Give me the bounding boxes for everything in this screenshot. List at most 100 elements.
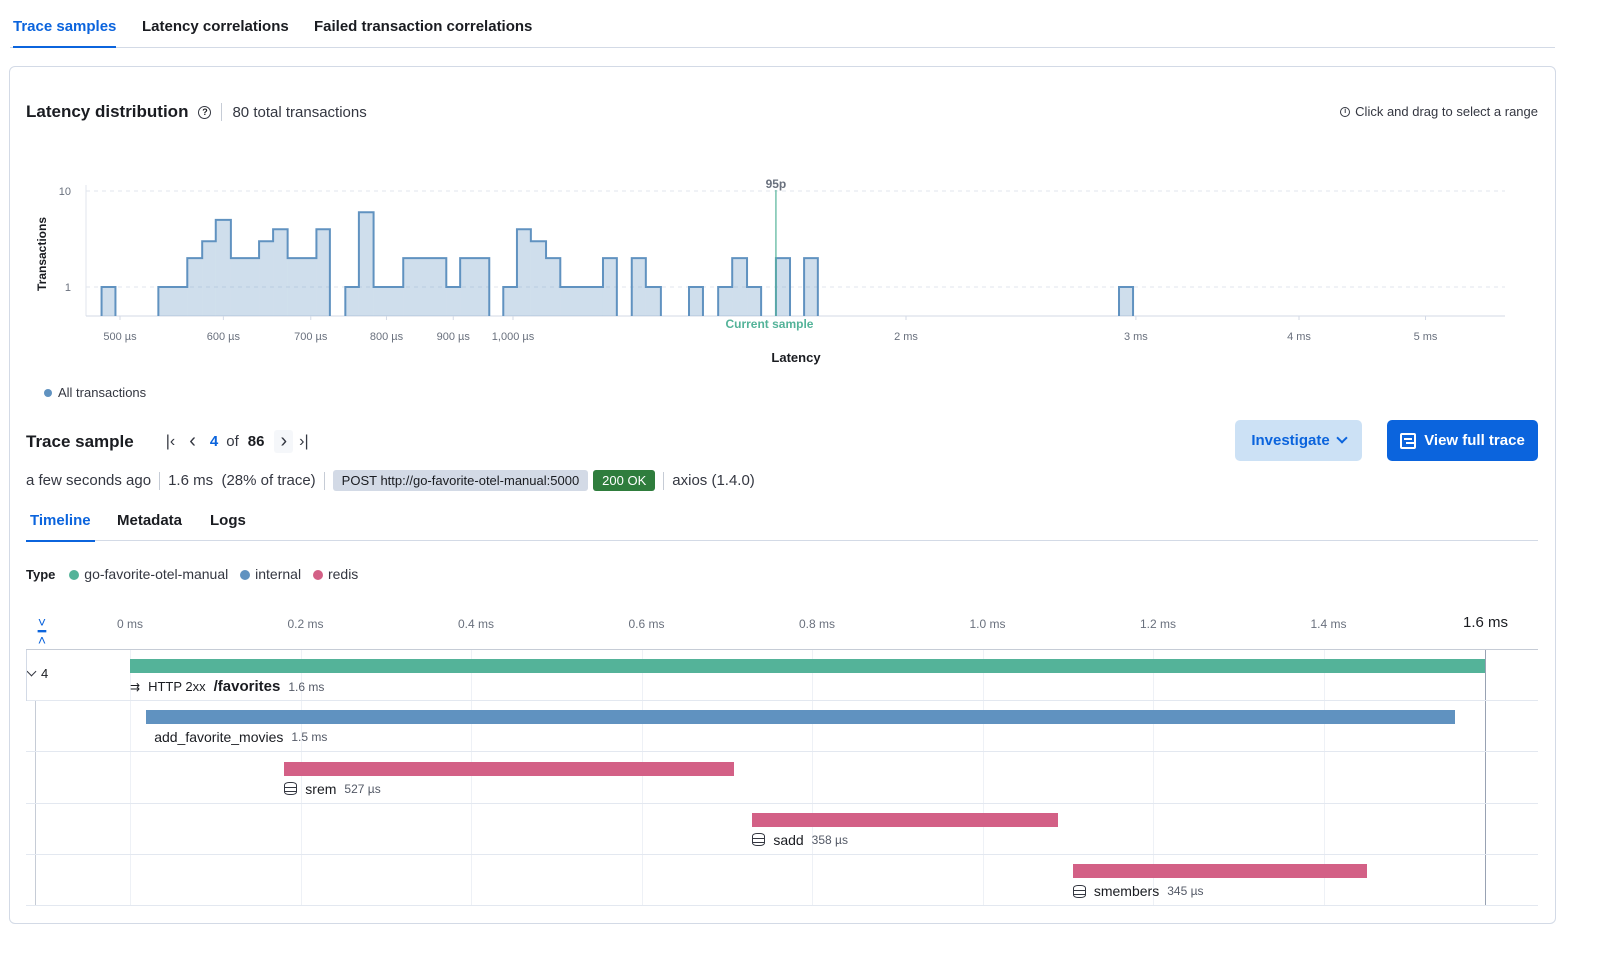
detail-tabs: Timeline Metadata Logs: [26, 504, 1538, 542]
legend-dot: [240, 570, 251, 580]
histogram-bar: [230, 258, 260, 316]
sample-percent: (28% of trace): [221, 472, 316, 489]
timeline-tick: 1.4 ms: [1310, 617, 1347, 631]
latency-title: Latency distribution: [26, 102, 189, 121]
next-icon[interactable]: ›: [274, 430, 294, 453]
span-duration: 1.6 ms: [288, 679, 325, 694]
legend-dot: [69, 570, 80, 580]
sample-summary: a few seconds ago 1.6 ms (28% of trace) …: [26, 470, 755, 491]
histogram-bar: [560, 287, 603, 316]
x-tick-label: 700 µs: [294, 331, 328, 343]
chart-legend[interactable]: All transactions: [44, 385, 146, 400]
span-label: srem 527 µs: [284, 781, 381, 797]
histogram-bar: [804, 258, 818, 316]
investigate-label: Investigate: [1251, 432, 1330, 449]
root-toggle[interactable]: 4: [26, 666, 49, 681]
database-icon: [284, 782, 298, 796]
database-icon: [1072, 884, 1086, 898]
database-icon: [752, 833, 766, 847]
first-page-icon[interactable]: |‹: [165, 432, 176, 450]
legend-redis: redis: [327, 566, 359, 582]
histogram-bar: [215, 219, 231, 316]
sample-age: a few seconds ago: [26, 472, 152, 489]
timeline-gridline: [1323, 650, 1325, 905]
document-icon: [1400, 432, 1417, 449]
tab-metadata[interactable]: Metadata: [117, 512, 183, 529]
span-row[interactable]: [26, 650, 1538, 701]
divider: [26, 650, 27, 701]
histogram-bar: [259, 241, 274, 316]
span-bar[interactable]: [752, 812, 1058, 827]
info-icon: i: [1340, 106, 1351, 117]
tree-line: [35, 700, 36, 905]
current-sample-label: Current sample: [725, 317, 813, 331]
histogram-bar: [403, 258, 447, 316]
histogram-bar: [516, 229, 531, 316]
timeline-gridline: [812, 650, 813, 905]
span-label: ⇉ HTTP 2xx/favorites 1.6 ms: [130, 678, 324, 695]
span-bar[interactable]: [130, 659, 1485, 673]
histogram-bar: [287, 258, 317, 316]
histogram-bar: [158, 287, 188, 316]
span-bar[interactable]: [284, 761, 734, 776]
collapse-all-icon[interactable]: ˅ ━ ˄: [37, 614, 47, 648]
divider: [26, 649, 1538, 650]
percentile-95-label: 95p: [766, 177, 787, 191]
timeline-tick: 0 ms: [117, 617, 144, 631]
histogram-bar: [631, 258, 646, 316]
tab-trace-samples[interactable]: Trace samples: [13, 18, 117, 48]
tab-failed-transaction-correlations[interactable]: Failed transaction correlations: [314, 18, 533, 35]
timeline-tick: 0.2 ms: [287, 617, 324, 631]
legend-service: go-favorite-otel-manual: [84, 566, 229, 582]
x-axis-label: Latency: [771, 350, 821, 365]
legend-dot: [312, 570, 323, 580]
span-duration: 527 µs: [344, 781, 381, 796]
x-tick-label: 3 ms: [1124, 331, 1148, 343]
histogram-bar: [101, 287, 116, 316]
timeline-gridline: [1153, 650, 1154, 905]
legend-dot: [44, 389, 52, 397]
agent-name: axios (1.4.0): [672, 472, 755, 489]
histogram-bar: [345, 287, 359, 316]
histogram-bar: [602, 258, 617, 316]
span-row[interactable]: [26, 753, 1538, 804]
chevron-down-icon: [26, 666, 37, 677]
span-label: add_favorite_movies 1.5 ms: [154, 729, 327, 745]
timeline-tick: 0.6 ms: [628, 617, 665, 631]
span-row[interactable]: [26, 701, 1538, 753]
tab-logs[interactable]: Logs: [210, 512, 246, 529]
y-axis-label: Transactions: [35, 217, 49, 291]
last-page-icon[interactable]: ›|: [299, 432, 309, 450]
total-samples: 86: [247, 433, 265, 450]
span-row[interactable]: [26, 855, 1538, 907]
divider: [221, 103, 223, 121]
view-full-trace-button[interactable]: View full trace: [1387, 420, 1538, 461]
child-count: 4: [41, 666, 49, 681]
latency-histogram[interactable]: 1 10 500 µs 600 µs 700 µs 800 µs 900 µs 1,000 µ…: [0, 150, 1600, 380]
tab-latency-correlations[interactable]: Latency correlations: [142, 18, 289, 35]
question-circle-icon[interactable]: ?: [198, 105, 212, 119]
x-tick-label: 800 µs: [370, 331, 404, 343]
span-duration: 1.5 ms: [291, 730, 328, 745]
type-legend: Type go-favorite-otel-manual internal re…: [26, 566, 358, 582]
investigate-button[interactable]: Investigate: [1235, 420, 1362, 461]
legend-label: All transactions: [58, 385, 147, 400]
histogram-bar: [1119, 287, 1134, 316]
span-bar[interactable]: [1072, 864, 1367, 879]
histogram-bar: [732, 258, 748, 316]
range-hint: i Click and drag to select a range: [1340, 104, 1538, 119]
status-badge: 200 OK: [593, 470, 656, 491]
of-label: of: [226, 433, 239, 450]
x-tick-label: 2 ms: [894, 331, 918, 343]
total-transactions: 80 total transactions: [232, 103, 367, 121]
histogram-bar: [202, 241, 216, 316]
span-bar[interactable]: [146, 710, 1455, 725]
span-name: smembers: [1093, 883, 1160, 900]
previous-icon[interactable]: ‹: [189, 430, 196, 452]
chevron-down-icon: [1336, 432, 1348, 444]
legend-internal: internal: [255, 566, 302, 582]
current-sample-number[interactable]: 4: [209, 433, 219, 450]
x-tick-label: 600 µs: [207, 331, 241, 343]
span-row[interactable]: [26, 804, 1538, 855]
tab-timeline[interactable]: Timeline: [26, 512, 95, 542]
